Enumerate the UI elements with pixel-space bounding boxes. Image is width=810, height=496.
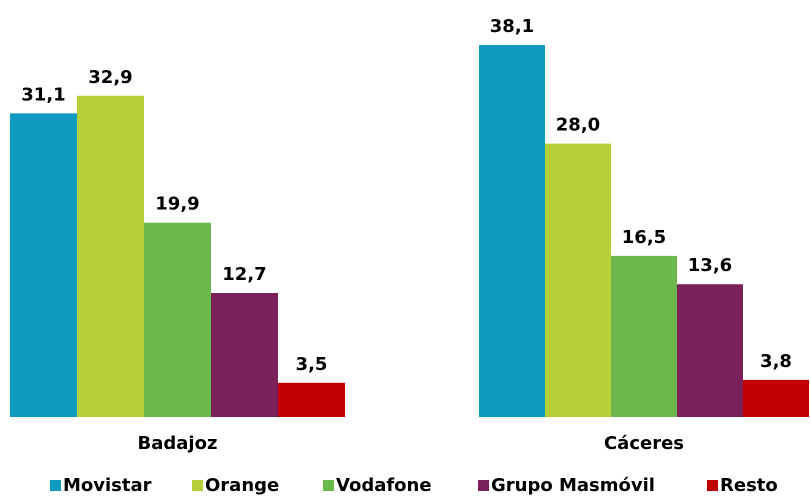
category-label: Cáceres (604, 433, 684, 454)
bar (211, 293, 278, 417)
value-label: 12,7 (222, 264, 266, 285)
value-label: 3,8 (760, 351, 792, 372)
legend-label: Orange (205, 475, 279, 496)
value-label: 19,9 (155, 194, 199, 215)
bar (479, 45, 545, 417)
legend-swatch (707, 480, 718, 491)
bar (677, 284, 743, 417)
bar (278, 382, 345, 417)
bar (743, 379, 809, 417)
value-label: 38,1 (490, 16, 534, 37)
bar (611, 255, 677, 417)
bar (77, 95, 144, 417)
category-label: Badajoz (138, 433, 218, 454)
bar (10, 113, 77, 417)
bar (545, 143, 611, 417)
legend-label: Movistar (63, 475, 152, 496)
value-label: 16,5 (622, 227, 666, 248)
legend-swatch (192, 480, 203, 491)
value-label: 31,1 (21, 84, 65, 105)
legend-swatch (50, 480, 61, 491)
legend-label: Resto (720, 475, 778, 496)
value-label: 28,0 (556, 115, 600, 136)
legend-label: Grupo Masmóvil (491, 475, 655, 496)
value-label: 3,5 (296, 354, 328, 375)
legend-swatch (323, 480, 334, 491)
value-label: 13,6 (688, 255, 732, 276)
bar (144, 222, 211, 417)
value-label: 32,9 (88, 67, 132, 88)
legend-swatch (478, 480, 489, 491)
legend-label: Vodafone (336, 475, 432, 496)
